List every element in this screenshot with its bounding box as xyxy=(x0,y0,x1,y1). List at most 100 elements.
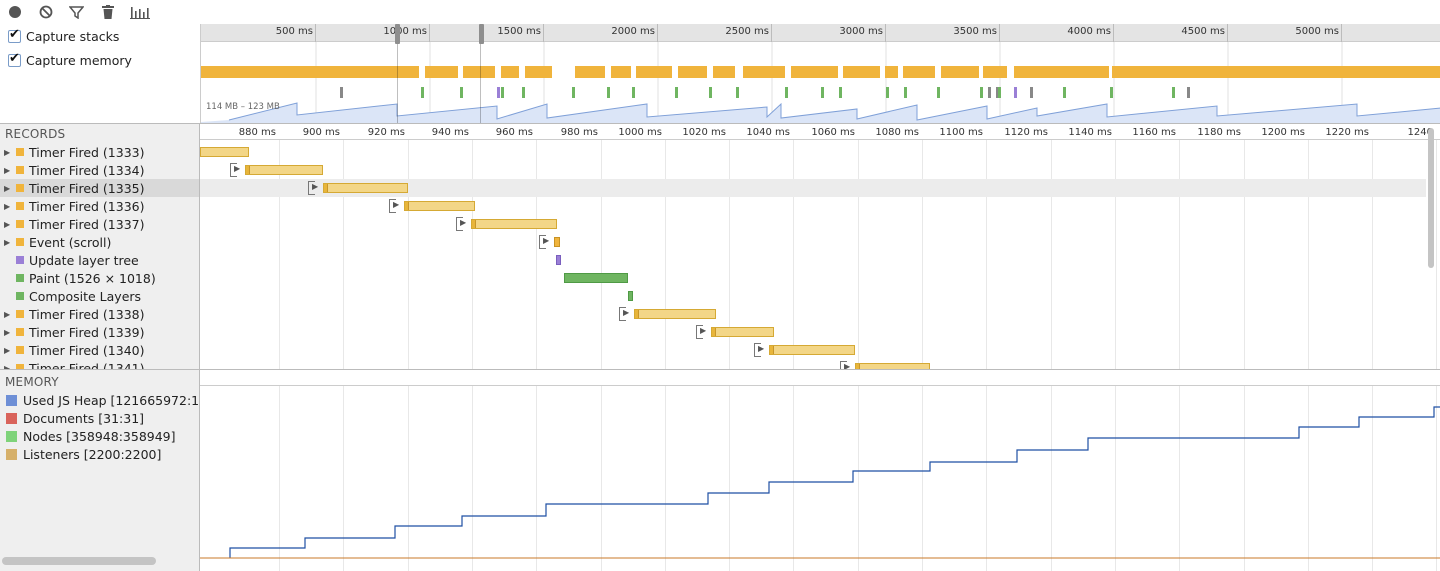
record-category-swatch xyxy=(16,328,24,336)
clear-button[interactable] xyxy=(37,3,55,21)
record-category-swatch xyxy=(16,346,24,354)
counter-label: Used JS Heap [121665972:127 xyxy=(23,393,200,408)
records-grid-line xyxy=(1372,124,1373,369)
expand-arrow-icon[interactable]: ▶ xyxy=(4,345,11,355)
overview-right-handle[interactable] xyxy=(479,24,484,44)
record-button[interactable] xyxy=(6,3,24,21)
record-row[interactable]: Composite Layers xyxy=(0,287,199,305)
record-row[interactable]: ▶ Event (scroll) xyxy=(0,233,199,251)
record-row[interactable]: Paint (1526 × 1018) xyxy=(0,269,199,287)
counter-color-swatch[interactable] xyxy=(6,413,17,424)
record-row[interactable]: ▶ Timer Fired (1335) xyxy=(0,179,199,197)
overview-tick-label: 5000 ms xyxy=(1295,26,1339,37)
filter-button[interactable] xyxy=(67,3,85,21)
expand-arrow-icon[interactable]: ▶ xyxy=(460,218,467,227)
record-bar[interactable] xyxy=(404,201,475,211)
expand-arrow-icon[interactable]: ▶ xyxy=(4,183,11,193)
record-bar[interactable] xyxy=(471,219,557,229)
record-row[interactable]: ▶ Timer Fired (1336) xyxy=(0,197,199,215)
counter-color-swatch[interactable] xyxy=(6,395,17,406)
record-bar[interactable] xyxy=(554,237,560,247)
overview-tick-label: 1000 ms xyxy=(383,26,427,37)
expand-arrow-icon[interactable]: ▶ xyxy=(312,182,319,191)
capture-stacks-checkbox[interactable] xyxy=(8,27,21,43)
record-row[interactable]: ▶ Timer Fired (1340) xyxy=(0,341,199,359)
record-label: Timer Fired (1340) xyxy=(29,342,145,358)
memory-counter[interactable]: Documents [31:31] xyxy=(6,411,200,426)
expand-arrow-icon[interactable]: ▶ xyxy=(543,236,550,245)
record-bar[interactable] xyxy=(628,291,633,301)
record-bar[interactable] xyxy=(711,327,774,337)
memory-graph-header xyxy=(200,370,1440,386)
expand-arrow-icon[interactable]: ▶ xyxy=(700,326,707,335)
records-grid-line xyxy=(472,124,473,369)
garbage-collect-button[interactable] xyxy=(99,3,117,21)
overview-scripting-segment xyxy=(843,66,880,78)
record-row[interactable]: ▶ Timer Fired (1339) xyxy=(0,323,199,341)
records-scrollbar[interactable] xyxy=(1428,128,1434,268)
records-timeline[interactable]: 880 ms 900 ms 920 ms 940 ms 960 ms 980 ms 1000… xyxy=(200,124,1440,369)
frames-view-button[interactable] xyxy=(129,3,151,21)
expand-arrow-icon[interactable]: ▶ xyxy=(4,237,11,247)
records-tick-label: 880 ms xyxy=(238,127,276,138)
record-bar[interactable] xyxy=(245,165,323,175)
overview-tick-label: 4000 ms xyxy=(1067,26,1111,37)
record-self-time xyxy=(635,310,639,318)
capture-memory-option[interactable]: Capture memory xyxy=(8,51,132,68)
record-bar[interactable] xyxy=(556,255,561,265)
overview-selection-window[interactable] xyxy=(397,24,481,124)
expand-arrow-icon[interactable]: ▶ xyxy=(4,165,11,175)
records-grid-line xyxy=(408,124,409,369)
expand-arrow-icon[interactable]: ▶ xyxy=(4,219,11,229)
overview-tick-label: 1500 ms xyxy=(497,26,541,37)
expand-arrow-icon[interactable]: ▶ xyxy=(844,362,851,369)
overview-tick xyxy=(201,24,544,42)
record-row[interactable]: ▶ Timer Fired (1341) xyxy=(0,359,199,370)
record-bar[interactable] xyxy=(855,363,930,369)
record-row[interactable]: ▶ Timer Fired (1334) xyxy=(0,161,199,179)
records-grid-line xyxy=(1436,124,1437,369)
memory-counter[interactable]: Nodes [358948:358949] xyxy=(6,429,200,444)
record-row[interactable]: ▶ Timer Fired (1337) xyxy=(0,215,199,233)
memory-graph xyxy=(200,370,1440,571)
memory-grid-line xyxy=(1244,386,1245,571)
record-bar[interactable] xyxy=(323,183,408,193)
record-label: Timer Fired (1336) xyxy=(29,198,145,214)
memory-counter[interactable]: Used JS Heap [121665972:127 xyxy=(6,393,200,408)
record-bar[interactable] xyxy=(634,309,716,319)
expand-arrow-icon[interactable]: ▶ xyxy=(4,147,11,157)
overview-event-tick xyxy=(572,87,575,98)
record-row[interactable]: ▶ Timer Fired (1333) xyxy=(0,143,199,161)
capture-stacks-option[interactable]: Capture stacks xyxy=(8,27,120,44)
record-bar[interactable] xyxy=(200,147,249,157)
record-row[interactable]: ▶ Timer Fired (1338) xyxy=(0,305,199,323)
expand-arrow-icon[interactable]: ▶ xyxy=(758,344,765,353)
record-category-swatch xyxy=(16,292,24,300)
overview-left-handle[interactable] xyxy=(395,24,400,44)
records-tick-label: 1220 ms xyxy=(1325,127,1369,138)
overview-tick xyxy=(201,24,316,42)
record-label: Timer Fired (1334) xyxy=(29,162,145,178)
record-row[interactable]: Update layer tree xyxy=(0,251,199,269)
capture-memory-checkbox[interactable] xyxy=(8,51,21,67)
memory-horizontal-scrollbar[interactable] xyxy=(2,557,156,565)
records-tick-label: 1080 ms xyxy=(875,127,919,138)
expand-arrow-icon[interactable]: ▶ xyxy=(4,327,11,337)
expand-arrow-icon[interactable]: ▶ xyxy=(393,200,400,209)
record-bracket xyxy=(308,181,315,195)
counter-color-swatch[interactable] xyxy=(6,431,17,442)
capture-stacks-label: Capture stacks xyxy=(26,29,120,44)
record-bracket xyxy=(754,343,761,357)
records-tick-label: 1020 ms xyxy=(682,127,726,138)
expand-arrow-icon[interactable]: ▶ xyxy=(623,308,630,317)
expand-arrow-icon[interactable]: ▶ xyxy=(4,363,11,370)
record-label: Composite Layers xyxy=(29,288,142,304)
expand-arrow-icon[interactable]: ▶ xyxy=(4,201,11,211)
expand-arrow-icon[interactable]: ▶ xyxy=(4,309,11,319)
record-bar[interactable] xyxy=(564,273,628,283)
timeline-overview[interactable]: 500 ms 1000 ms 1500 ms 2000 ms 2500 ms 3000 m… xyxy=(200,24,1440,124)
expand-arrow-icon[interactable]: ▶ xyxy=(234,164,241,173)
counter-color-swatch[interactable] xyxy=(6,449,17,460)
memory-counter[interactable]: Listeners [2200:2200] xyxy=(6,447,200,462)
record-bar[interactable] xyxy=(769,345,855,355)
